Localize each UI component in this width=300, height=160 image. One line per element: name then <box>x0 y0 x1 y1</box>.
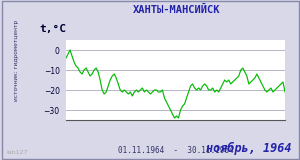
Text: ноябрь, 1964: ноябрь, 1964 <box>206 142 291 155</box>
Text: t,°C: t,°C <box>40 24 67 34</box>
Text: источник: гидрометцентр: источник: гидрометцентр <box>14 20 19 101</box>
Text: lab127: lab127 <box>6 150 28 155</box>
Text: ХАНТЫ-МАНСИЙСК: ХАНТЫ-МАНСИЙСК <box>133 5 221 15</box>
Text: 01.11.1964  -  30.11.1964: 01.11.1964 - 30.11.1964 <box>118 146 233 155</box>
